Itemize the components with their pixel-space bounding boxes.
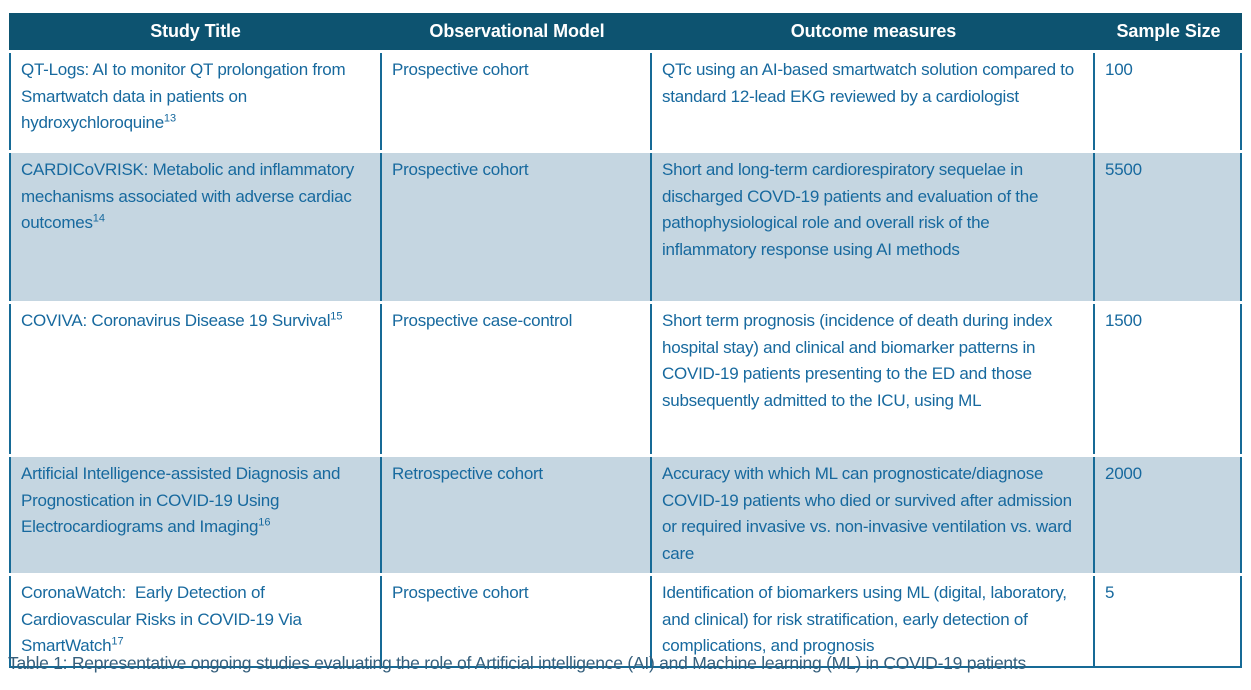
table-row: QT-Logs: AI to monitor QT prolongation f… — [9, 53, 1242, 150]
cell-outcome-measures: Short and long-term cardiorespiratory se… — [652, 153, 1095, 301]
reference-superscript: 14 — [92, 212, 105, 225]
table-body: QT-Logs: AI to monitor QT prolongation f… — [9, 53, 1242, 668]
cell-study-title: CARDICoVRISK: Metabolic and inflammatory… — [9, 153, 382, 301]
table-row: CARDICoVRISK: Metabolic and inflammatory… — [9, 153, 1242, 301]
cell-observational-model: Prospective case-control — [382, 304, 652, 454]
studies-table: Study Title Observational Model Outcome … — [9, 10, 1242, 671]
cell-study-title: CoronaWatch: Early Detection of Cardiova… — [9, 576, 382, 668]
column-header-sample-size: Sample Size — [1095, 13, 1242, 50]
cell-sample-size: 100 — [1095, 53, 1242, 150]
column-header-outcome-measures: Outcome measures — [652, 13, 1095, 50]
cell-study-title: COVIVA: Coronavirus Disease 19 Survival1… — [9, 304, 382, 454]
reference-superscript: 17 — [111, 635, 124, 648]
cell-study-title: QT-Logs: AI to monitor QT prolongation f… — [9, 53, 382, 150]
header-row: Study Title Observational Model Outcome … — [9, 13, 1242, 50]
cell-sample-size: 5500 — [1095, 153, 1242, 301]
cell-sample-size: 1500 — [1095, 304, 1242, 454]
cell-study-title: Artificial Intelligence-assisted Diagnos… — [9, 457, 382, 573]
cell-outcome-measures: QTc using an AI-based smartwatch solutio… — [652, 53, 1095, 150]
cell-sample-size: 2000 — [1095, 457, 1242, 573]
table-row: COVIVA: Coronavirus Disease 19 Survival1… — [9, 304, 1242, 454]
table-row: CoronaWatch: Early Detection of Cardiova… — [9, 576, 1242, 668]
table-caption: Table 1: Representative ongoing studies … — [8, 653, 1027, 673]
reference-superscript: 16 — [258, 516, 271, 529]
cell-observational-model: Retrospective cohort — [382, 457, 652, 573]
column-header-observational-model: Observational Model — [382, 13, 652, 50]
column-header-study-title: Study Title — [9, 13, 382, 50]
reference-superscript: 15 — [330, 310, 343, 323]
cell-sample-size: 5 — [1095, 576, 1242, 668]
cell-outcome-measures: Short term prognosis (incidence of death… — [652, 304, 1095, 454]
table-row: Artificial Intelligence-assisted Diagnos… — [9, 457, 1242, 573]
cell-observational-model: Prospective cohort — [382, 153, 652, 301]
cell-outcome-measures: Accuracy with which ML can prognosticate… — [652, 457, 1095, 573]
cell-observational-model: Prospective cohort — [382, 53, 652, 150]
reference-superscript: 13 — [163, 112, 177, 125]
cell-observational-model: Prospective cohort — [382, 576, 652, 668]
cell-outcome-measures: Identification of biomarkers using ML (d… — [652, 576, 1095, 668]
